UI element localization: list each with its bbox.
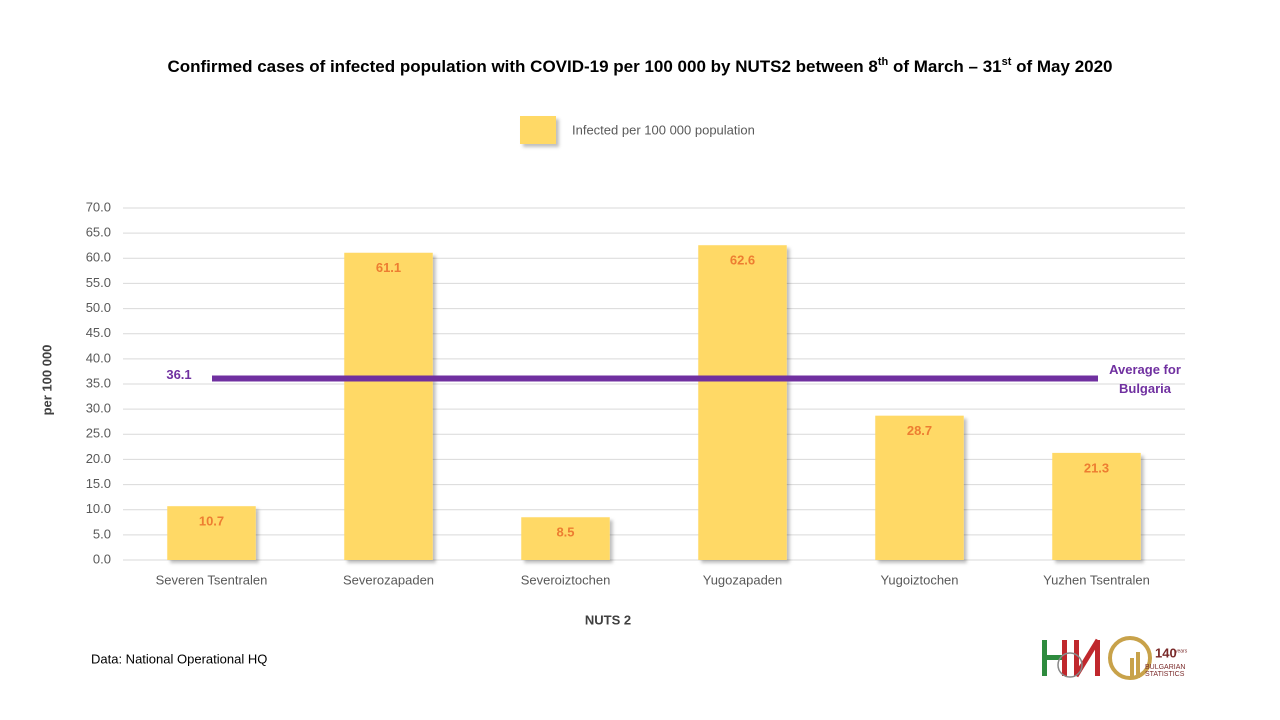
y-tick-label: 55.0 — [86, 275, 111, 290]
y-tick-label: 25.0 — [86, 426, 111, 441]
title-part: Confirmed cases of infected population w… — [167, 57, 877, 76]
source: Data: National Operational HQ — [91, 651, 267, 666]
bar — [875, 415, 964, 560]
y-tick-label: 15.0 — [86, 476, 111, 491]
y-tick-label: 20.0 — [86, 451, 111, 466]
bar — [167, 506, 256, 560]
x-tick-label: Severoiztochen — [521, 572, 611, 587]
bar — [698, 245, 787, 560]
y-tick-label: 45.0 — [86, 325, 111, 340]
title-superscript: th — [878, 56, 889, 68]
x-tick-label: Yugozapaden — [703, 572, 783, 587]
logo-right: 140 years BULGARIAN STATISTICS — [1108, 636, 1188, 680]
average-label: Bulgaria — [1119, 381, 1172, 396]
x-tick-label: Yuzhen Tsentralen — [1043, 572, 1150, 587]
bar — [344, 252, 433, 561]
value-label: 10.7 — [199, 514, 224, 529]
y-tick-label: 35.0 — [86, 375, 111, 390]
value-label: 21.3 — [1084, 460, 1109, 475]
y-tick-label: 30.0 — [86, 401, 111, 416]
y-tick-label: 40.0 — [86, 350, 111, 365]
value-label: 62.6 — [730, 253, 755, 268]
logo-text: years — [1175, 648, 1188, 654]
y-axis-title: per 100 000 — [39, 345, 54, 416]
x-tick-label: Severen Tsentralen — [156, 572, 268, 587]
x-tick-label: Severozapaden — [343, 572, 434, 587]
value-label: 8.5 — [556, 525, 574, 540]
value-label: 28.7 — [907, 423, 932, 438]
title-part: of May 2020 — [1011, 57, 1112, 76]
chart-title: Confirmed cases of infected population w… — [167, 56, 1112, 77]
value-label: 61.1 — [376, 260, 401, 275]
logo-left — [1042, 638, 1101, 678]
y-tick-label: 65.0 — [86, 225, 111, 240]
title-part: of March – 31 — [888, 57, 1001, 76]
bar — [521, 517, 610, 560]
average-value-label: 36.1 — [166, 367, 191, 382]
x-tick-label: Yugoiztochen — [880, 572, 958, 587]
legend-swatch — [520, 116, 556, 144]
average-label: Average for — [1109, 362, 1181, 377]
y-tick-label: 60.0 — [86, 250, 111, 265]
x-axis-title: NUTS 2 — [585, 612, 631, 627]
y-tick-label: 5.0 — [93, 526, 111, 541]
logo-text: BULGARIAN — [1145, 664, 1185, 671]
logo-text: 140 — [1155, 645, 1177, 660]
y-tick-label: 10.0 — [86, 501, 111, 516]
y-tick-label: 70.0 — [86, 199, 111, 214]
logo-text: STATISTICS — [1145, 671, 1185, 678]
title-superscript: st — [1002, 56, 1012, 68]
y-tick-label: 50.0 — [86, 300, 111, 315]
y-tick-label: 0.0 — [93, 551, 111, 566]
bar — [1052, 452, 1141, 560]
legend-label: Infected per 100 000 population — [572, 122, 755, 137]
